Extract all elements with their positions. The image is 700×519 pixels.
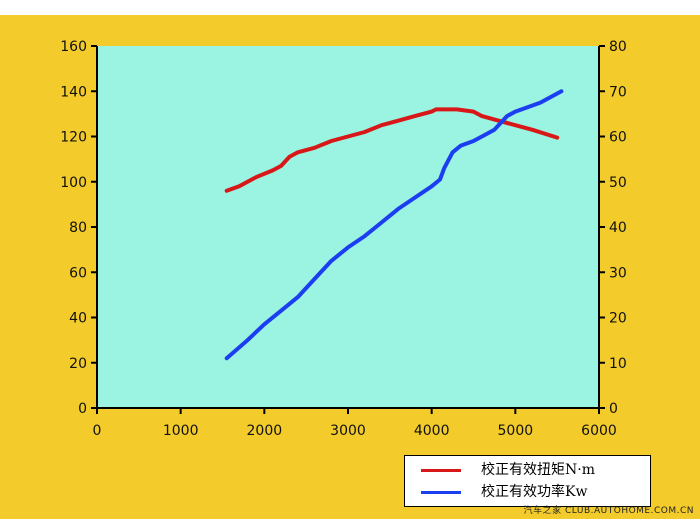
y-right-tick-label: 40 — [609, 220, 627, 236]
plot-area — [97, 46, 599, 408]
legend-item-power: 校正有效功率Kw — [405, 482, 650, 502]
y-right-tick-label: 20 — [609, 311, 627, 327]
y-left-tick-label: 20 — [69, 356, 87, 372]
x-tick-label: 0 — [93, 423, 102, 439]
power-series-line — [224, 89, 564, 361]
legend-label-torque: 校正有效扭矩N·m — [481, 462, 595, 478]
y-right-tick-label: 30 — [609, 265, 627, 281]
legend-label-power: 校正有效功率Kw — [481, 484, 588, 500]
top-white-band — [0, 0, 700, 15]
x-tick-label: 6000 — [581, 423, 617, 439]
x-tick-label: 5000 — [498, 423, 534, 439]
x-tick-label: 3000 — [330, 423, 366, 439]
legend-item-torque: 校正有效扭矩N·m — [405, 460, 650, 480]
y-left-tick-label: 160 — [60, 39, 87, 55]
legend: 校正有效扭矩N·m 校正有效功率Kw — [404, 455, 651, 507]
y-left-tick-label: 40 — [69, 311, 87, 327]
watermark-text: 汽车之家 CLUB.AUTOHOME.COM.CN — [523, 506, 694, 516]
x-tick-label: 4000 — [414, 423, 450, 439]
legend-swatch-torque — [421, 469, 461, 472]
x-tick-label: 1000 — [163, 423, 199, 439]
y-left-tick-label: 140 — [60, 84, 87, 100]
y-left-tick-label: 120 — [60, 130, 87, 146]
torque-series-line — [224, 107, 560, 193]
series-group — [224, 89, 564, 361]
legend-swatch-power — [421, 491, 461, 494]
y-left-tick-label: 60 — [69, 265, 87, 281]
y-right-tick-label: 50 — [609, 175, 627, 191]
y-left-tick-label: 80 — [69, 220, 87, 236]
y-left-tick-label: 0 — [78, 401, 87, 417]
y-right-tick-label: 0 — [609, 401, 618, 417]
y-right-tick-label: 60 — [609, 130, 627, 146]
y-right-tick-label: 70 — [609, 84, 627, 100]
axes: 0 1000 2000 3000 4000 5000 6000020406080100120… — [60, 39, 627, 439]
y-right-tick-label: 80 — [609, 39, 627, 55]
y-left-tick-label: 100 — [60, 175, 87, 191]
x-tick-label: 2000 — [247, 423, 283, 439]
y-right-tick-label: 10 — [609, 356, 627, 372]
